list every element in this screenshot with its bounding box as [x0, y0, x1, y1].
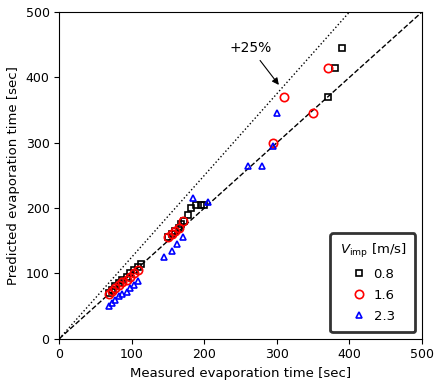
Legend: 0.8, 1.6, 2.3: 0.8, 1.6, 2.3 [330, 233, 415, 332]
X-axis label: Measured evaporation time [sec]: Measured evaporation time [sec] [130, 367, 351, 380]
Y-axis label: Predicted evaporation time [sec]: Predicted evaporation time [sec] [7, 66, 20, 285]
Text: +25%: +25% [230, 41, 278, 84]
